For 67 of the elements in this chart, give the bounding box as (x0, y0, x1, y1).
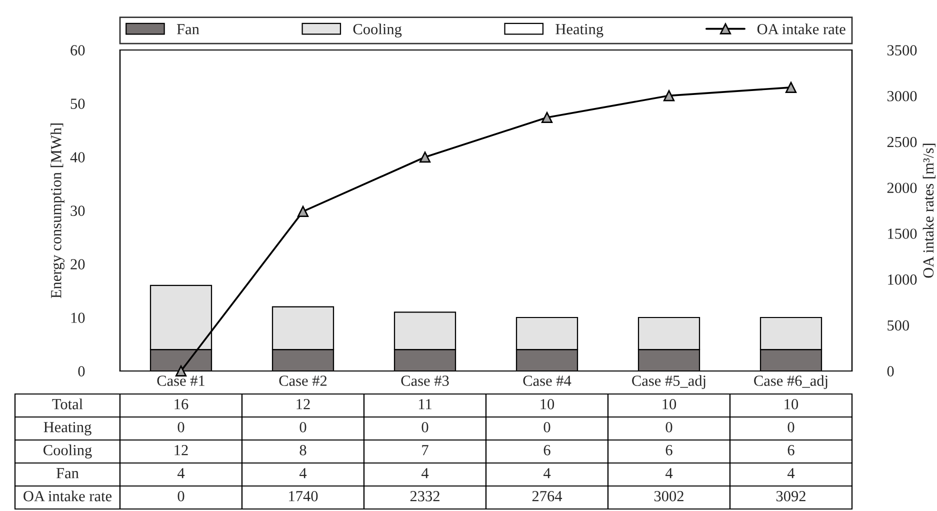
data-label: 7 (422, 445, 428, 456)
y2-tick-label: 3000 (887, 91, 917, 102)
text: Total (52, 398, 83, 410)
y-tick-label: 30 (70, 206, 85, 216)
legend-label: OA intake rate (757, 24, 846, 34)
total-label: 16 (174, 399, 188, 410)
data-label: 4 (787, 468, 795, 478)
legend-label: Heating (556, 24, 604, 38)
data-label: 2764 (532, 491, 562, 502)
data-label: 0 (544, 422, 550, 432)
data-label: 0 (300, 422, 306, 432)
point (541, 112, 553, 124)
y2-tick-label: 2000 (887, 182, 917, 194)
data-label: 0 (178, 491, 184, 502)
point (785, 82, 797, 93)
total-label: 10 (662, 399, 676, 410)
text: Heating (44, 422, 92, 436)
data-label: 4 (299, 468, 307, 478)
y-tick-label: 60 (70, 45, 85, 56)
data-label: 12 (174, 445, 188, 456)
y2-tick-label: 3500 (887, 45, 917, 56)
data-label: 6 (788, 445, 794, 456)
y-tick-label: 50 (70, 98, 85, 109)
y-tick-label: 20 (70, 259, 85, 270)
data-label: 6 (544, 445, 550, 456)
total-label: 10 (540, 399, 554, 410)
data-label: 3092 (776, 491, 806, 502)
data-label: 0 (788, 422, 794, 432)
data-label: 3002 (654, 491, 684, 502)
point (663, 90, 675, 102)
total-label: 11 (418, 399, 432, 410)
y2-tick-label: 0 (887, 366, 894, 376)
data-label: 6 (666, 445, 672, 456)
total-label: 12 (296, 399, 310, 410)
data-label: 1740 (289, 491, 318, 502)
y2-tick-label: 1500 (888, 228, 917, 239)
y2-tick-label: 500 (888, 320, 910, 331)
point (419, 152, 431, 163)
data-label: 4 (177, 468, 185, 478)
text: Cooling (44, 444, 92, 458)
data-label: 2332 (410, 491, 440, 502)
data-label: 0 (422, 422, 428, 432)
y2-tick-label: 1000 (888, 274, 917, 285)
y2-tick-label: 2500 (887, 136, 917, 148)
x-tick-label: Case #6_adj (754, 375, 828, 390)
text: Fan (56, 468, 79, 478)
total-label: 10 (784, 399, 798, 410)
legend-label: Fan (176, 24, 200, 34)
data-label: 4 (665, 468, 673, 478)
x-tick-label: Case #4 (523, 376, 572, 386)
y-tick-label: 0 (78, 366, 85, 376)
data-label: 0 (178, 422, 184, 432)
x-tick-label: Case #1 (157, 376, 204, 386)
y-tick-label: 40 (70, 152, 85, 162)
data-label: 8 (300, 445, 306, 456)
y2-axis-title: OA intake rates [m³/s] (922, 144, 936, 278)
point (297, 206, 309, 217)
x-tick-label: Case #2 (279, 376, 327, 386)
x-tick-label: Case #5_adj (632, 375, 706, 390)
y-axis-title: Energy consumption [MWh] (50, 124, 64, 298)
x-tick-label: Case #3 (401, 376, 449, 386)
data-label: 4 (543, 468, 551, 478)
data-label: 4 (421, 468, 429, 478)
legend-label: Cooling (353, 24, 402, 38)
y-tick-label: 10 (71, 312, 85, 323)
data-label: 0 (666, 422, 672, 432)
text: OA intake rate (24, 490, 112, 502)
